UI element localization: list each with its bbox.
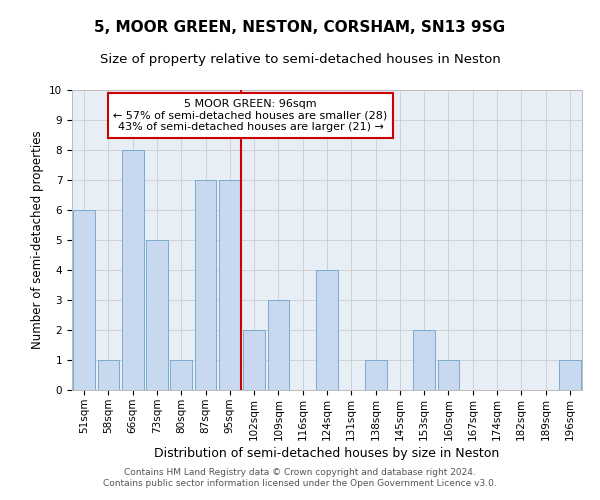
Text: Size of property relative to semi-detached houses in Neston: Size of property relative to semi-detach… (100, 52, 500, 66)
Bar (170, 360, 192, 390)
Bar (437, 360, 460, 390)
Bar (122, 150, 143, 390)
Bar (559, 360, 581, 390)
Bar (146, 240, 168, 390)
Text: 5, MOOR GREEN, NESTON, CORSHAM, SN13 9SG: 5, MOOR GREEN, NESTON, CORSHAM, SN13 9SG (94, 20, 506, 35)
X-axis label: Distribution of semi-detached houses by size in Neston: Distribution of semi-detached houses by … (154, 446, 500, 460)
Text: Contains HM Land Registry data © Crown copyright and database right 2024.
Contai: Contains HM Land Registry data © Crown c… (103, 468, 497, 487)
Bar (413, 330, 435, 390)
Bar (316, 270, 338, 390)
Bar (73, 210, 95, 390)
Bar (219, 180, 241, 390)
Text: 5 MOOR GREEN: 96sqm
← 57% of semi-detached houses are smaller (28)
43% of semi-d: 5 MOOR GREEN: 96sqm ← 57% of semi-detach… (113, 99, 388, 132)
Y-axis label: Number of semi-detached properties: Number of semi-detached properties (31, 130, 44, 350)
Bar (243, 330, 265, 390)
Bar (97, 360, 119, 390)
Bar (365, 360, 386, 390)
Bar (268, 300, 289, 390)
Bar (194, 180, 217, 390)
